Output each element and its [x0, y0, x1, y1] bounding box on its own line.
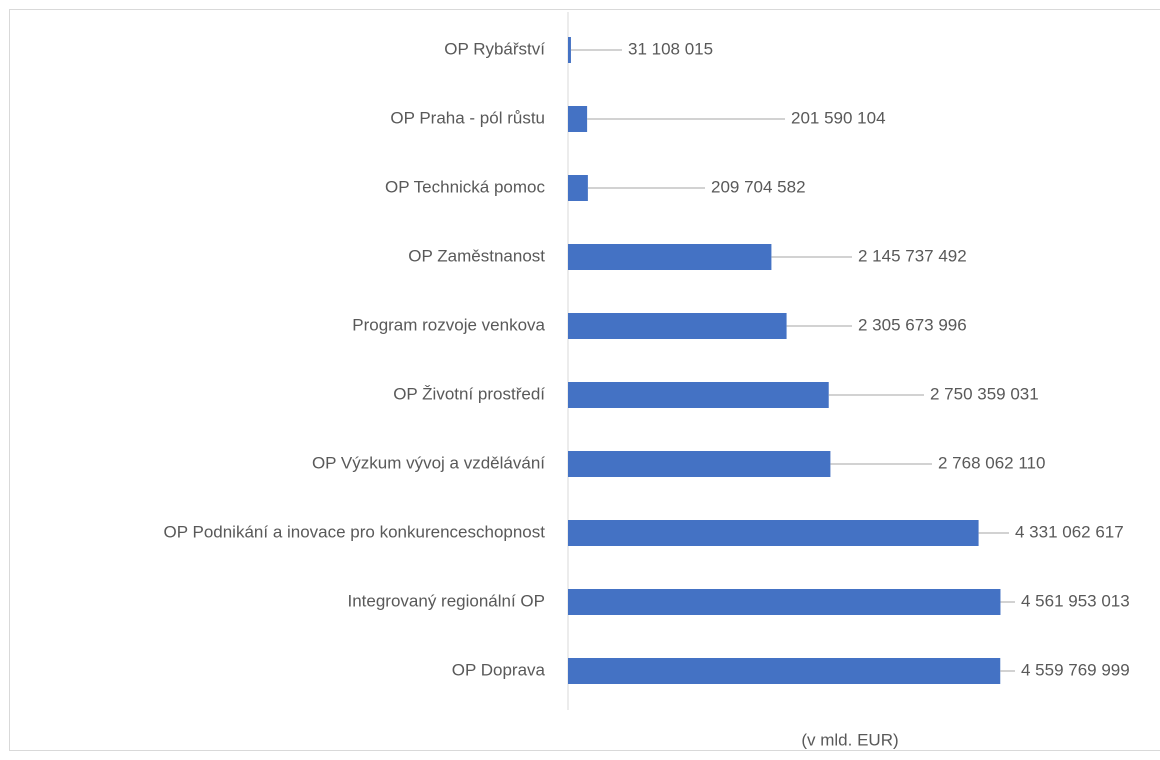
- bar: [568, 520, 979, 546]
- data-label: 2 768 062 110: [938, 453, 1045, 472]
- y-tick-label: Program rozvoje venkova: [352, 315, 545, 334]
- y-tick-label: OP Technická pomoc: [385, 177, 546, 196]
- bar: [568, 106, 588, 132]
- data-label: 201 590 104: [791, 108, 886, 127]
- data-label: 2 305 673 996: [858, 315, 967, 334]
- data-label: 4 561 953 013: [1021, 591, 1130, 610]
- y-tick-label: Integrovaný regionální OP: [347, 591, 545, 610]
- bar: [568, 175, 588, 201]
- bar: [568, 658, 1001, 684]
- y-tick-label: OP Rybářství: [444, 39, 545, 58]
- bar: [568, 451, 831, 477]
- y-tick-label: OP Zaměstnanost: [408, 246, 545, 265]
- axis-title: (v mld. EUR): [801, 730, 898, 749]
- y-tick-label: OP Podnikání a inovace pro konkurencesch…: [164, 522, 546, 541]
- y-tick-label: OP Praha - pól růstu: [390, 108, 545, 127]
- y-tick-label: OP Životní prostředí: [393, 384, 545, 403]
- data-label: 4 559 769 999: [1021, 660, 1130, 679]
- y-tick-label: OP Doprava: [452, 660, 546, 679]
- bar: [568, 382, 829, 408]
- data-label: 31 108 015: [628, 39, 713, 58]
- bar: [568, 244, 772, 270]
- bar: [568, 589, 1001, 615]
- data-label: 209 704 582: [711, 177, 806, 196]
- data-label: 4 331 062 617: [1015, 522, 1124, 541]
- bar: [568, 37, 571, 63]
- data-label: 2 145 737 492: [858, 246, 967, 265]
- chart-border: [9, 9, 1160, 751]
- data-label: 2 750 359 031: [930, 384, 1039, 403]
- y-tick-label: OP Výzkum vývoj a vzdělávání: [312, 453, 545, 472]
- bar: [568, 313, 787, 339]
